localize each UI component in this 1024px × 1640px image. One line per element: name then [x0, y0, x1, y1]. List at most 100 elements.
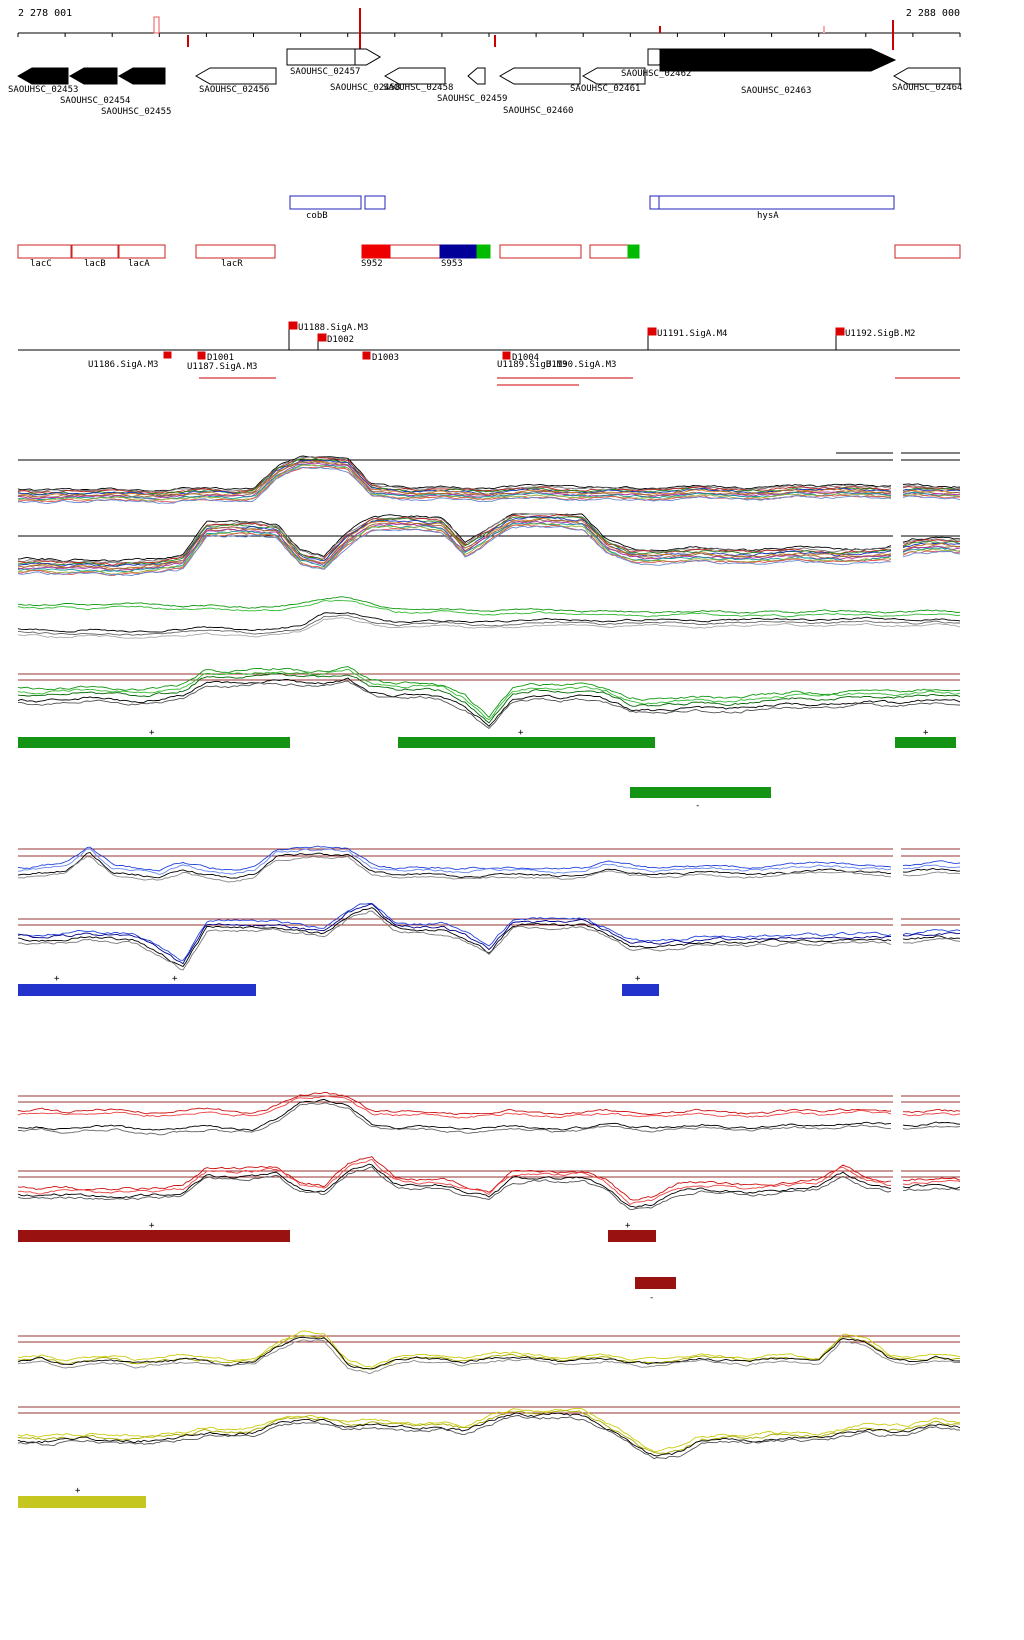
- feature-box-cobB[interactable]: [289, 195, 362, 210]
- coverage-line: [17, 1095, 961, 1119]
- coverage-line: [17, 845, 961, 872]
- gene-label: SAOUHSC_02458: [383, 83, 453, 93]
- transcript-box-filled[interactable]: [627, 244, 640, 259]
- coverage-line: [17, 1410, 961, 1455]
- coverage-line: [17, 1407, 961, 1453]
- tss-flag[interactable]: [362, 351, 371, 360]
- tss-label: D1002: [327, 335, 354, 345]
- gene-arrow-saouhsc_02460[interactable]: [498, 67, 581, 85]
- strand-sign-label: +: [149, 728, 155, 738]
- coverage-line: [17, 668, 961, 721]
- coverage-line: [17, 525, 961, 576]
- coverage-line: [17, 614, 961, 636]
- coverage-line: [17, 1166, 960, 1210]
- coverage-line: [17, 1412, 961, 1457]
- strand-sign-label: +: [635, 974, 641, 984]
- strand-sign-label: +: [172, 974, 178, 984]
- coverage-line: [17, 1158, 961, 1206]
- tss-label: U1189.SigB.M3: [497, 360, 567, 370]
- transcript-box[interactable]: [195, 244, 276, 259]
- gene-label: SAOUHSC_02455: [101, 107, 171, 117]
- coverage-line: [17, 672, 961, 724]
- coverage-line: [17, 666, 961, 719]
- coverage-line: [17, 1098, 961, 1132]
- coverage-line: [17, 903, 961, 961]
- transcript-label: lacB: [84, 259, 106, 269]
- coverage-line: [17, 1102, 961, 1136]
- gene-arrow-saouhsc_02456[interactable]: [194, 67, 277, 85]
- transcript-box-filled[interactable]: [361, 244, 391, 259]
- coverage-line: [17, 599, 961, 618]
- coverage-line: [17, 1092, 961, 1116]
- feature-box-cobB[interactable]: [364, 195, 386, 210]
- tss-flag[interactable]: [835, 327, 845, 336]
- transcript-box[interactable]: [499, 244, 582, 259]
- strand-sign-label: -: [649, 1293, 654, 1303]
- coverage-line: [17, 617, 961, 639]
- transcript-box[interactable]: [894, 244, 961, 259]
- tss-label: U1191.SigA.M4: [657, 329, 727, 339]
- transcript-label: lacR: [221, 259, 243, 269]
- coverage-line: [17, 848, 961, 875]
- gene-arrow-saouhsc_02461[interactable]: [581, 67, 646, 85]
- coverage-line: [17, 1163, 961, 1208]
- gene-label: SAOUHSC_02457: [290, 67, 360, 77]
- strand-segment-yellow-plus: [18, 1496, 146, 1508]
- strand-segment-blue-plus: [622, 984, 659, 996]
- tss-flag[interactable]: [502, 351, 511, 360]
- transcript-box[interactable]: [17, 244, 72, 259]
- feature-box-hysA[interactable]: [649, 195, 895, 210]
- coverage-line: [17, 596, 961, 614]
- coverage-line: [17, 680, 960, 729]
- transcript-label: lacA: [128, 259, 150, 269]
- transcript-label: S952: [361, 259, 383, 269]
- coverage-line: [17, 1330, 961, 1368]
- gene-arrow-saouhsc_02455[interactable]: [117, 67, 166, 85]
- transcript-label: lacC: [30, 259, 52, 269]
- gene-arrow-saouhsc_02457[interactable]: [354, 48, 381, 66]
- gene-arrow-saouhsc_02453[interactable]: [16, 67, 69, 85]
- gene-arrow-saouhsc_02464[interactable]: [892, 67, 961, 85]
- gene-label: SAOUHSC_02463: [741, 86, 811, 96]
- tss-label: U1192.SigB.M2: [845, 329, 915, 339]
- transcript-label: S953: [441, 259, 463, 269]
- gene-arrow-saouhsc_02463[interactable]: [659, 48, 897, 72]
- coverage-line: [17, 1415, 961, 1460]
- tss-label: U1190.SigA.M3: [546, 360, 616, 370]
- strand-sign-label: +: [54, 974, 60, 984]
- transcript-box-filled[interactable]: [476, 244, 491, 259]
- gene-arrow-saouhsc_02459[interactable]: [467, 67, 486, 85]
- strand-sign-label: -: [695, 801, 700, 811]
- gene-label: SAOUHSC_02461: [570, 84, 640, 94]
- gene-label: SAOUHSC_02454: [60, 96, 130, 106]
- transcript-box[interactable]: [389, 244, 442, 259]
- tss-flag[interactable]: [647, 327, 657, 336]
- gene-label: SAOUHSC_02462: [621, 69, 691, 79]
- transcript-box[interactable]: [118, 244, 166, 259]
- coverage-line: [17, 513, 960, 564]
- tss-flag[interactable]: [197, 351, 206, 360]
- feature-label: cobB: [306, 211, 328, 221]
- gene-label: SAOUHSC_02458: [330, 83, 400, 93]
- tss-label: D1003: [372, 353, 399, 363]
- coverage-line: [17, 456, 961, 493]
- transcript-box[interactable]: [589, 244, 629, 259]
- transcript-box-filled[interactable]: [439, 244, 478, 259]
- tss-flag[interactable]: [163, 351, 172, 359]
- gene-arrow-saouhsc_02454[interactable]: [68, 67, 118, 85]
- coverage-line: [17, 1339, 960, 1375]
- coverage-line: [17, 856, 961, 883]
- strand-sign-label: +: [518, 728, 524, 738]
- strand-segment-green-minus: [630, 787, 771, 798]
- coverage-line: [17, 903, 961, 965]
- tss-label: D1004: [512, 353, 539, 363]
- coverage-line: [17, 1336, 961, 1370]
- tss-flag[interactable]: [317, 333, 327, 342]
- gene-label: SAOUHSC_02453: [8, 85, 78, 95]
- transcript-box[interactable]: [71, 244, 119, 259]
- gene-arrow-saouhsc_02458[interactable]: [383, 67, 446, 85]
- coverage-line: [17, 466, 961, 504]
- coverage-line: [17, 516, 961, 567]
- tss-flag[interactable]: [288, 321, 298, 330]
